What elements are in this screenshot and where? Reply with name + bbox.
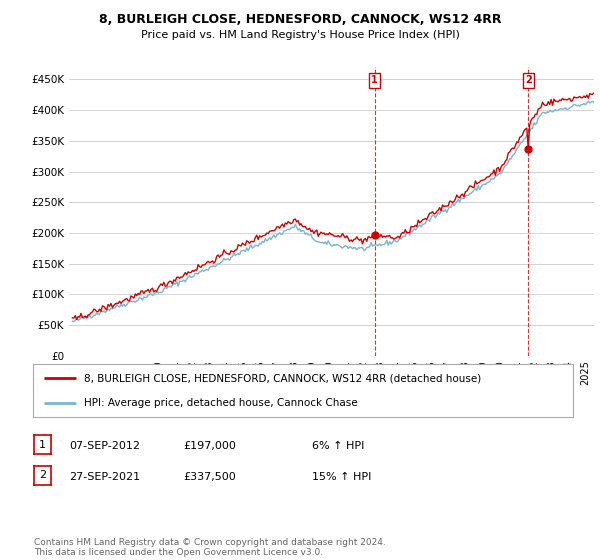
Text: 1: 1 [371, 75, 378, 85]
Text: 8, BURLEIGH CLOSE, HEDNESFORD, CANNOCK, WS12 4RR (detached house): 8, BURLEIGH CLOSE, HEDNESFORD, CANNOCK, … [84, 374, 482, 384]
Text: Contains HM Land Registry data © Crown copyright and database right 2024.
This d: Contains HM Land Registry data © Crown c… [34, 538, 386, 557]
Text: £337,500: £337,500 [183, 472, 236, 482]
Text: £197,000: £197,000 [183, 441, 236, 451]
Text: 2: 2 [525, 75, 532, 85]
Text: 2: 2 [39, 470, 46, 480]
Text: 07-SEP-2012: 07-SEP-2012 [69, 441, 140, 451]
Text: 1: 1 [39, 440, 46, 450]
Text: 8, BURLEIGH CLOSE, HEDNESFORD, CANNOCK, WS12 4RR: 8, BURLEIGH CLOSE, HEDNESFORD, CANNOCK, … [99, 13, 501, 26]
Text: HPI: Average price, detached house, Cannock Chase: HPI: Average price, detached house, Cann… [84, 398, 358, 408]
Text: 15% ↑ HPI: 15% ↑ HPI [312, 472, 371, 482]
Text: 6% ↑ HPI: 6% ↑ HPI [312, 441, 364, 451]
Text: 27-SEP-2021: 27-SEP-2021 [69, 472, 140, 482]
Text: Price paid vs. HM Land Registry's House Price Index (HPI): Price paid vs. HM Land Registry's House … [140, 30, 460, 40]
